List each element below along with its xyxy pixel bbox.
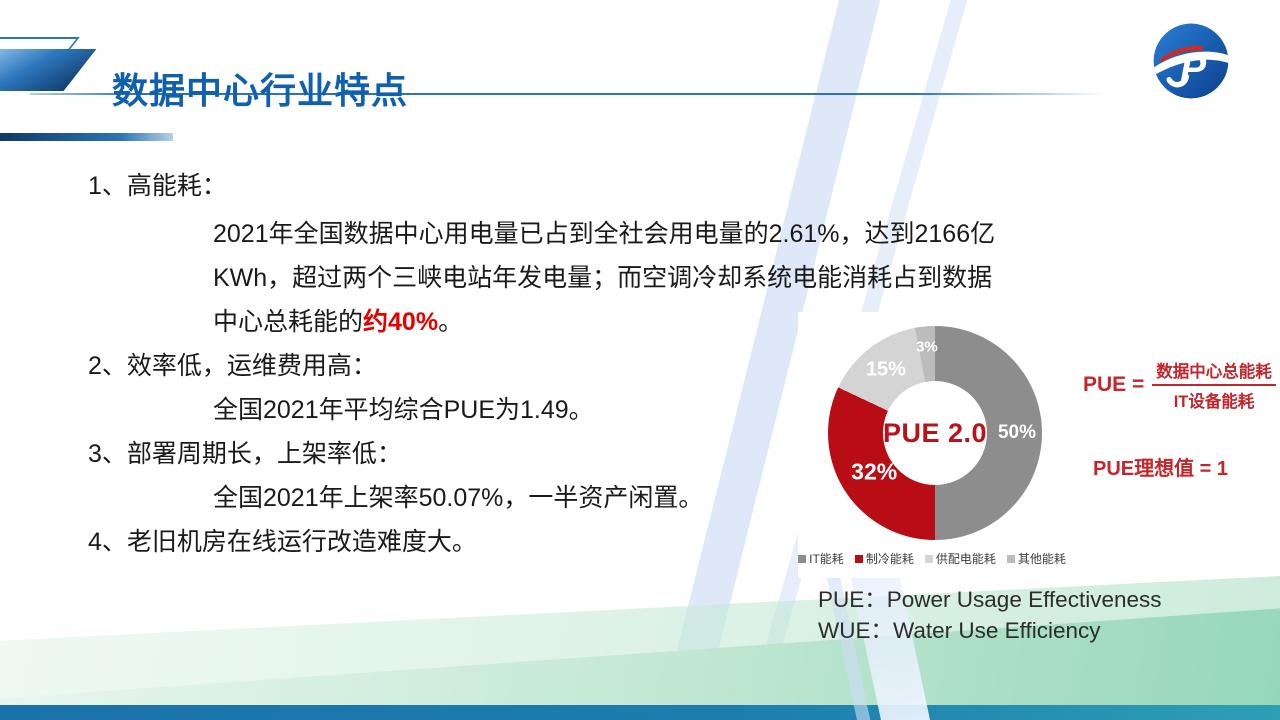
footnote-wue: WUE：Water Use Efficiency	[818, 618, 1101, 643]
legend-item: IT能耗	[798, 550, 844, 567]
slice-data-label: 15%	[865, 358, 906, 381]
list-item-2-body: 全国2021年平均综合PUE为1.49。	[213, 396, 594, 424]
formula-fraction: 数据中心总能耗 IT设备能耗	[1152, 356, 1276, 414]
donut-center-label: PUE 2.0	[882, 417, 988, 448]
slice-labels: 50% 32% 15% 3%	[828, 326, 1042, 540]
legend-swatch	[1006, 554, 1015, 563]
fraction-line	[1152, 384, 1276, 386]
list-item-1-heading: 1、高能耗：	[88, 172, 227, 200]
header-parallelogram-fill	[0, 49, 97, 91]
legend-item: 其他能耗	[1006, 550, 1066, 567]
legend-item: 制冷能耗	[854, 550, 914, 567]
page-title: 数据中心行业特点	[112, 70, 409, 112]
list-item-3-body: 全国2021年上架率50.07%，一半资产闲置。	[213, 484, 704, 512]
legend-swatch	[924, 554, 933, 563]
slice-data-label: 50%	[997, 422, 1037, 443]
legend-label: 供配电能耗	[935, 552, 996, 566]
title-underline	[30, 93, 1106, 95]
list-item-1-line-1: 2021年全国数据中心用电量已占到全社会用电量的2.61%，达到2166亿	[213, 220, 996, 248]
slice-data-label: 32%	[851, 458, 898, 485]
slice-data-label: 3%	[916, 338, 938, 356]
highlight-about-40pct: 约40%	[363, 308, 439, 336]
legend-item: 供配电能耗	[924, 550, 996, 567]
pue-ideal-value: PUE理想值 = 1	[1093, 458, 1229, 480]
legend-swatch	[854, 554, 863, 563]
legend-label: 制冷能耗	[865, 552, 914, 566]
list-item-1-line-2: KWh，超过两个三峡电站年发电量；而空调冷却系统电能消耗占到数据	[213, 264, 993, 292]
fraction-numerator: 数据中心总能耗	[1156, 363, 1272, 381]
fraction-denominator: IT设备能耗	[1173, 393, 1255, 411]
pue-donut-chart: 50% 32% 15% 3% PUE 2.0 IT能耗 制冷能耗 供配电能耗 其他能耗	[798, 312, 1066, 578]
list-item-2-heading: 2、效率低，运维费用高：	[88, 352, 377, 380]
list-item-4-heading: 4、老旧机房在线运行改造难度大。	[88, 528, 477, 556]
legend-label: IT能耗	[809, 552, 844, 566]
formula-lhs: PUE =	[1083, 373, 1145, 396]
list-item-3-heading: 3、部署周期长，上架率低：	[88, 440, 402, 468]
chart-legend: IT能耗 制冷能耗 供配电能耗 其他能耗	[798, 550, 1066, 567]
company-logo-icon: P	[1152, 22, 1230, 100]
legend-label: 其他能耗	[1017, 552, 1066, 566]
footnote: PUE：Power Usage Effectiveness WUE：Water …	[818, 584, 1162, 646]
list-item-1-line-3: 中心总耗能的约40%。	[213, 302, 463, 338]
line-3-suffix: 。	[438, 308, 464, 336]
footnote-pue: PUE：Power Usage Effectiveness	[818, 587, 1162, 612]
title-accent-bar	[0, 133, 173, 141]
legend-swatch	[798, 554, 807, 563]
line-3-prefix: 中心总耗能的	[213, 308, 364, 336]
donut-ring	[828, 326, 1042, 540]
bottom-accent-bar	[0, 705, 1280, 720]
pue-formula: PUE = 数据中心总能耗 IT设备能耗	[1083, 356, 1276, 414]
